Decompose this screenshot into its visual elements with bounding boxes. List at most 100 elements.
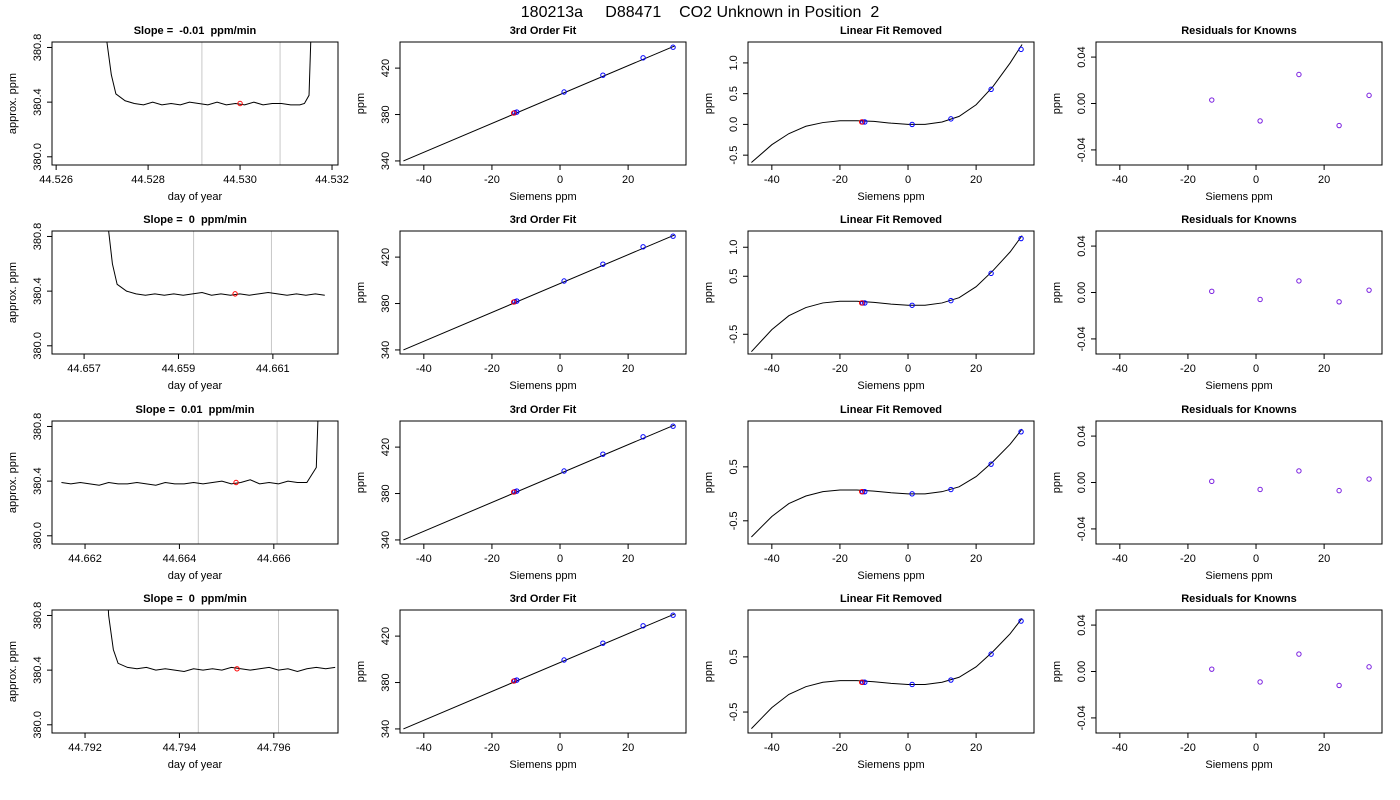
- y-tick-label: -0.5: [728, 146, 740, 165]
- y-axis-label: ppm: [703, 661, 715, 682]
- x-tick-label: -40: [764, 363, 780, 375]
- x-tick-label: -20: [484, 742, 500, 754]
- x-axis-label: Siemens ppm: [1205, 759, 1272, 771]
- x-tick-label: -40: [1112, 553, 1128, 565]
- x-tick-label: 20: [622, 363, 634, 375]
- data-point: [988, 86, 994, 93]
- x-tick-label: 0: [905, 363, 911, 375]
- x-tick-label: 44.659: [162, 363, 196, 375]
- data-point: [948, 486, 954, 493]
- y-tick-label: -0.04: [1076, 326, 1088, 351]
- y-tick-label: 0.04: [1076, 614, 1088, 635]
- y-axis-label: approx. ppm: [7, 73, 19, 134]
- panel-title: Slope = 0 ppm/min: [143, 593, 247, 605]
- x-tick-label: 0: [905, 174, 911, 186]
- x-tick-label: -20: [1180, 363, 1196, 375]
- data-point: [600, 451, 606, 457]
- y-tick-label: 420: [380, 627, 392, 645]
- x-tick-label: -40: [416, 742, 432, 754]
- data-point: [514, 298, 520, 304]
- y-tick-label: 380.8: [32, 602, 44, 630]
- x-axis-label: Siemens ppm: [509, 570, 576, 582]
- y-axis-label: approx. ppm: [7, 452, 19, 513]
- x-tick-label: 0: [557, 742, 563, 754]
- panel-title: 3rd Order Fit: [510, 404, 577, 416]
- y-axis-label: ppm: [703, 93, 715, 114]
- y-axis-label: ppm: [355, 472, 367, 493]
- y-tick-label: -0.04: [1076, 516, 1088, 541]
- plot-frame: [51, 41, 339, 166]
- data-point: [1366, 476, 1372, 482]
- y-tick-label: 340: [380, 720, 392, 738]
- data-line: [107, 610, 336, 673]
- data-point: [859, 300, 865, 306]
- plot-frame: [747, 230, 1035, 355]
- x-tick-label: 20: [622, 742, 634, 754]
- data-point: [561, 468, 567, 474]
- data-point: [640, 623, 646, 629]
- data-point: [948, 116, 954, 122]
- data-point: [862, 119, 868, 125]
- x-axis-label: Siemens ppm: [1205, 191, 1272, 203]
- y-tick-label: 380: [380, 673, 392, 691]
- plot-frame: [1095, 230, 1383, 355]
- x-tick-label: 20: [970, 174, 982, 186]
- data-point: [1336, 682, 1342, 689]
- y-tick-label: 380.4: [32, 277, 44, 305]
- panel-title: Slope = 0.01 ppm/min: [136, 404, 255, 416]
- y-tick-label: 380.4: [32, 656, 44, 684]
- panel: Slope = 0 ppm/min day of year approx. ppm 4…: [7, 593, 339, 771]
- data-line: [106, 42, 312, 106]
- x-tick-label: 20: [970, 553, 982, 565]
- data-point: [859, 679, 865, 685]
- plot-area: [751, 44, 1024, 163]
- x-axis-label: Siemens ppm: [509, 191, 576, 203]
- data-line: [108, 231, 325, 296]
- y-tick-label: 380: [380, 105, 392, 123]
- x-tick-label: 0: [905, 553, 911, 565]
- data-line: [751, 235, 1023, 353]
- x-tick-label: -40: [416, 553, 432, 565]
- x-tick-label: 44.532: [315, 174, 349, 186]
- y-tick-label: 380.8: [32, 223, 44, 251]
- y-tick-label: 0.5: [728, 459, 740, 474]
- x-tick-label: -20: [484, 553, 500, 565]
- y-tick-label: 1.0: [728, 55, 740, 70]
- plot-area: [106, 42, 312, 165]
- panel-title: Slope = -0.01 ppm/min: [134, 25, 257, 37]
- plot-area: [1209, 71, 1372, 129]
- data-point: [561, 278, 567, 284]
- x-tick-label: 20: [1318, 742, 1330, 754]
- panel-title: Linear Fit Removed: [840, 25, 942, 37]
- x-tick-label: 20: [970, 742, 982, 754]
- y-axis-label: ppm: [355, 93, 367, 114]
- plot-frame: [51, 230, 339, 355]
- data-line: [751, 617, 1023, 729]
- y-tick-label: 380.8: [32, 34, 44, 62]
- y-tick-label: 420: [380, 59, 392, 77]
- y-axis-label: ppm: [703, 472, 715, 493]
- y-tick-label: 380.0: [32, 711, 44, 739]
- x-tick-label: 44.792: [68, 742, 102, 754]
- panel: 3rd Order Fit Siemens ppm ppm -40 -20 0 20 340 3…: [355, 404, 687, 582]
- data-point: [600, 261, 606, 267]
- plot-area: [403, 612, 676, 730]
- x-tick-label: -40: [1112, 363, 1128, 375]
- data-point: [640, 434, 646, 440]
- panel-title: 3rd Order Fit: [510, 593, 577, 605]
- data-point: [511, 489, 517, 495]
- data-point: [988, 270, 994, 277]
- panel: 3rd Order Fit Siemens ppm ppm -40 -20 0 20 340 3…: [355, 214, 687, 392]
- panel-title: Residuals for Knowns: [1181, 404, 1297, 416]
- data-point: [1296, 468, 1302, 474]
- x-tick-label: 0: [1253, 742, 1259, 754]
- y-tick-label: -0.04: [1076, 137, 1088, 162]
- plot-frame: [1095, 420, 1383, 545]
- x-tick-label: 0: [1253, 553, 1259, 565]
- y-tick-label: 0.04: [1076, 425, 1088, 446]
- y-tick-label: 380.0: [32, 332, 44, 360]
- x-tick-label: 20: [622, 553, 634, 565]
- data-point: [948, 677, 954, 683]
- y-tick-label: 0.04: [1076, 235, 1088, 256]
- y-tick-label: 380.4: [32, 88, 44, 116]
